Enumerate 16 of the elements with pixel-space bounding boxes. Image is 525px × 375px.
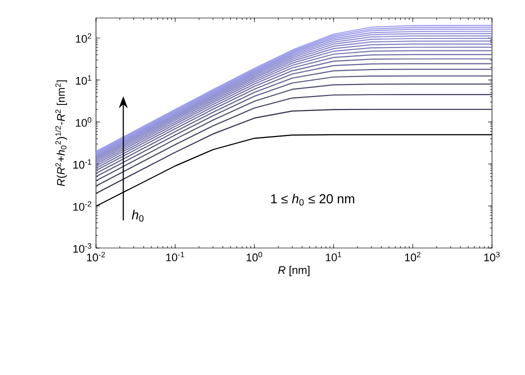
x-tick-label: 10$^{-2}$ [87, 252, 105, 262]
x-tick-label: 10$^{2}$ [405, 252, 420, 262]
y-tick-label: 10$^{-2}$ [73, 201, 92, 211]
x-tick-label: 10$^{0}$ [246, 252, 262, 262]
y-tick-label: 10$^{-3}$ [73, 243, 92, 253]
x-tick-label: 10$^{-1}$ [166, 252, 184, 262]
y-tick-label: 10$^{2}$ [76, 33, 92, 43]
annotation: 1 ≤ h$_{0}$ ≤ 20 nm [271, 194, 354, 206]
x-tick-label: 10$^{3}$ [484, 252, 500, 262]
text: R(R$^{2}$+h$_{0}$$^{2}$)$^{1/2}$-R$^{2}$ [nm$^{2}$] [55, 80, 68, 186]
annotation: h$_{0}$ [132, 210, 144, 222]
y-tick-label: 10$^{0}$ [76, 117, 92, 127]
x-tick-label: 10$^{1}$ [326, 252, 342, 262]
y-tick-label: 10$^{1}$ [76, 75, 92, 85]
y-tick-label: 10$^{-1}$ [73, 159, 92, 169]
x-axis-title: R [nm] [278, 266, 310, 276]
